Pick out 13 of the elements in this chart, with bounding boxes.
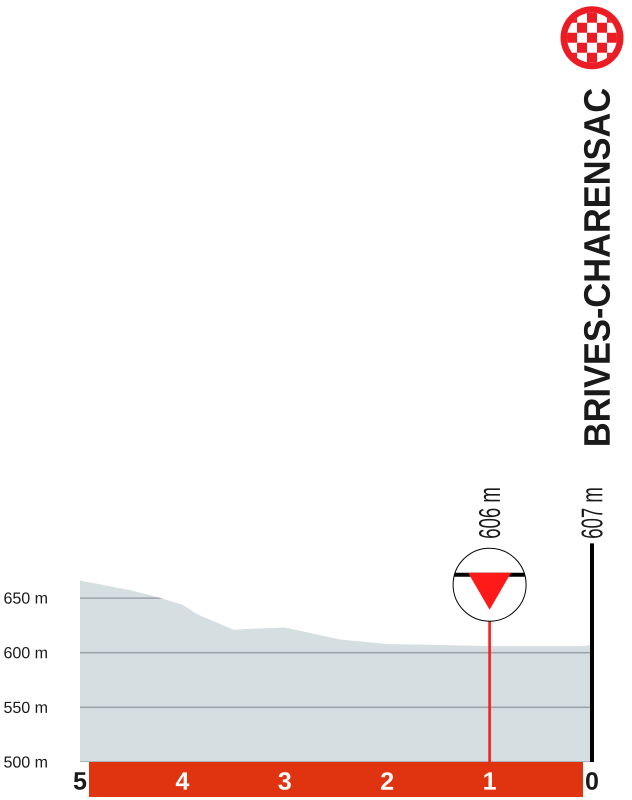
y-tick-label: 550 m [4,702,47,714]
ref-line-label: 606 m [478,488,500,538]
x-tick-label: 1 [484,772,496,790]
ref-line-label: 607 m [581,488,603,538]
y-tick-label: 500 m [4,756,47,768]
x-tick-label: 5 [74,772,86,790]
x-tick-label: 3 [278,772,291,790]
y-tick-label: 600 m [4,647,47,658]
x-tick-label: 4 [176,772,190,790]
y-tick-label: 650 m [4,592,47,604]
x-tick-label: 2 [381,772,394,790]
x-tick-label: 0 [586,772,598,790]
text: BRIVES-CHARENSAC [584,88,610,445]
